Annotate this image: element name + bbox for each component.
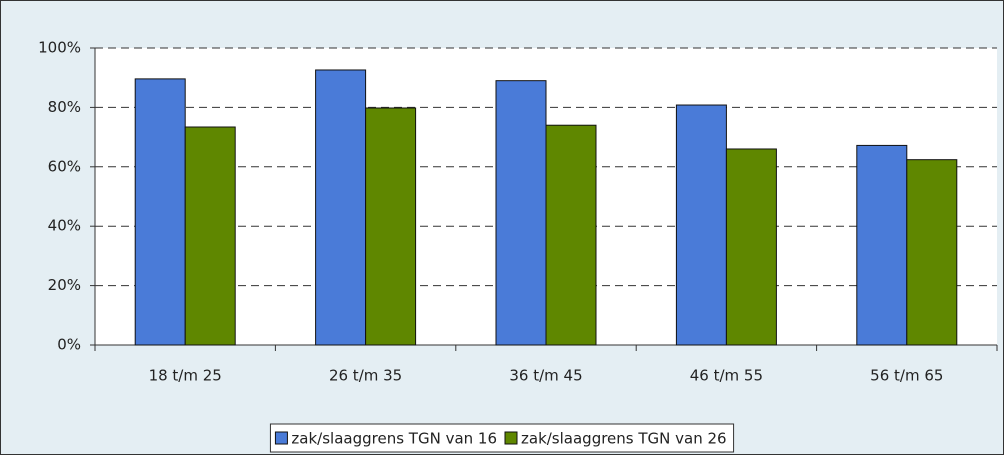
bar <box>184 126 236 346</box>
y-tick-label: 0% <box>57 336 81 354</box>
bar <box>725 148 777 346</box>
x-tick-label: 18 t/m 25 <box>149 367 222 385</box>
bar <box>906 159 958 346</box>
bar <box>675 104 727 346</box>
x-tick-label: 36 t/m 45 <box>509 367 582 385</box>
x-tick-label: 26 t/m 35 <box>329 367 402 385</box>
bar <box>365 107 417 346</box>
y-tick-label: 100% <box>38 39 81 57</box>
legend-box <box>269 423 735 453</box>
legend-swatch <box>504 431 518 445</box>
bar <box>495 80 547 346</box>
bar <box>856 144 908 346</box>
y-tick-label: 60% <box>48 157 81 175</box>
x-tick-label: 56 t/m 65 <box>870 367 943 385</box>
y-tick-label: 40% <box>48 217 81 235</box>
legend-label: zak/slaaggrens TGN van 26 <box>521 430 727 448</box>
bar <box>134 78 186 346</box>
bar <box>315 69 367 346</box>
legend-label: zak/slaaggrens TGN van 16 <box>291 430 497 448</box>
x-tick-label: 46 t/m 55 <box>690 367 763 385</box>
y-tick-label: 80% <box>48 98 81 116</box>
y-tick-label: 20% <box>48 276 81 294</box>
legend-swatch <box>274 431 288 445</box>
bar <box>545 124 597 346</box>
